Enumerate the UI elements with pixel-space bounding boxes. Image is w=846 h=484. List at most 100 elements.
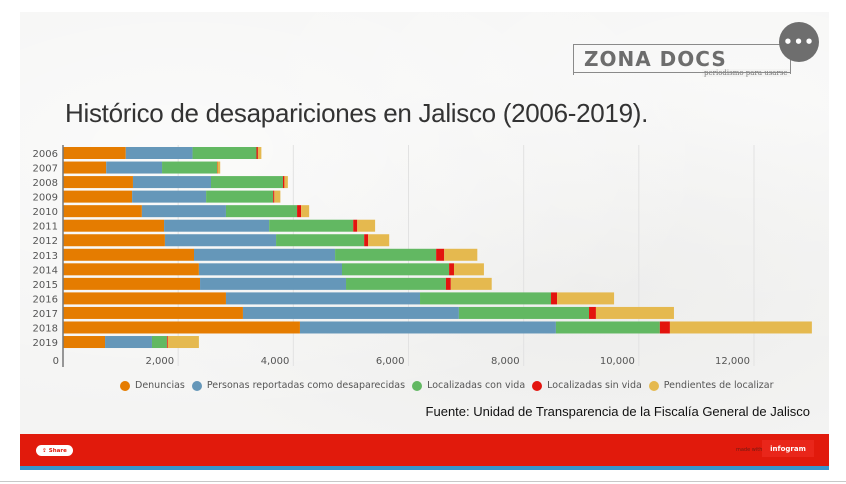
bar-segment[interactable] [63,263,199,276]
bar-segment[interactable] [63,147,126,159]
bar-segment[interactable] [63,248,195,261]
bar-segment[interactable] [353,219,358,232]
x-tick-label: 12,000 [715,356,750,367]
y-tick-label: 2010 [33,207,58,218]
bar-segment[interactable] [357,219,376,232]
bar-segment[interactable] [269,219,354,232]
bar-segment[interactable] [217,161,221,174]
bar-segment[interactable] [63,277,201,290]
bar-segment[interactable] [436,248,445,261]
bar-segment[interactable] [210,176,283,189]
bar-segment[interactable] [132,176,211,189]
bar-segment[interactable] [368,234,390,247]
bar-segment[interactable] [555,321,660,334]
legend-item[interactable]: Localizadas sin vida [532,380,642,391]
legend-label: Personas reportadas como desaparecidas [206,380,406,391]
bar-segment[interactable] [282,176,285,189]
bar-segment[interactable] [557,292,615,305]
bar-segment[interactable] [458,306,590,319]
y-tick-label: 2019 [33,338,58,349]
bar-segment[interactable] [346,277,446,290]
y-axis-labels: 2006 2007 2008 2009 2010 2011 2012 2013 2014 2015… [33,149,58,349]
bar-segment[interactable] [63,306,243,319]
bar-segment[interactable] [200,277,347,290]
bar-segment[interactable] [164,234,277,247]
infogram-link[interactable]: infogram [762,440,814,457]
y-tick-label: 2008 [33,178,58,189]
bar-segment[interactable] [284,176,288,189]
bar-segment[interactable] [63,321,300,334]
y-tick-label: 2006 [33,149,58,160]
bar-segment[interactable] [225,205,298,218]
bar-segment[interactable] [105,336,152,349]
bar-segment[interactable] [132,190,207,203]
legend-item[interactable]: Localizadas con vida [412,380,525,391]
x-axis-labels: 0 2,000 4,000 6,000 8,000 10,000 12,000 [53,356,750,367]
bar-segment[interactable] [106,161,163,174]
bar-segment[interactable] [217,161,218,174]
bar-segment[interactable] [335,248,437,261]
bar-segment[interactable] [206,190,274,203]
bar-segment[interactable] [669,321,812,334]
footer-stripe [20,466,829,470]
bar-segment[interactable] [162,161,218,174]
bar-segment[interactable] [164,219,270,232]
source-note: Fuente: Unidad de Transparencia de la Fi… [425,404,810,419]
infographic-card: ZONA DOCS periodismo para usarse ••• His… [20,12,829,470]
infogram-brand: infogram [770,444,806,453]
bar-segment[interactable] [273,190,275,203]
logo-underline [573,72,791,73]
legend-item[interactable]: Denuncias [120,380,185,391]
legend: Denuncias Personas reportadas como desapa… [120,380,774,391]
bar-segment[interactable] [444,248,478,261]
bar-segment[interactable] [276,234,365,247]
bar-segment[interactable] [445,277,451,290]
y-tick-label: 2012 [33,236,58,247]
bar-segment[interactable] [341,263,450,276]
bar-segment[interactable] [167,336,199,349]
ellipsis-icon: ••• [783,33,815,51]
bar-segment[interactable] [63,161,107,174]
bar-segment[interactable] [274,190,281,203]
bar-segment[interactable] [450,277,492,290]
legend-dot-icon [648,380,659,391]
more-options-button[interactable]: ••• [779,22,819,62]
bar-segment[interactable] [551,292,558,305]
bar-segment[interactable] [63,205,142,218]
bar-segment[interactable] [63,190,133,203]
stacked-bar-chart: 2006 2007 2008 2009 2010 2011 2012 2013 2014 2015… [33,145,812,367]
bar-segment[interactable] [225,292,421,305]
bar-segment[interactable] [364,234,369,247]
bar-segment[interactable] [151,336,167,349]
bar-segment[interactable] [420,292,552,305]
bar-segment[interactable] [659,321,670,334]
legend-item[interactable]: Pendientes de localizar [648,380,774,391]
bar-segment[interactable] [589,306,596,319]
bar-segment[interactable] [63,292,226,305]
bar-segment[interactable] [63,219,165,232]
bar-segment[interactable] [141,205,226,218]
bar-segment[interactable] [297,205,302,218]
bar-segment[interactable] [198,263,342,276]
bar-segment[interactable] [63,176,133,189]
bar-segment[interactable] [166,336,168,349]
bar-segment[interactable] [192,147,257,159]
legend-dot-icon [412,380,423,391]
legend-label: Denuncias [135,380,185,391]
bar-segment[interactable] [125,147,193,159]
bar-segment[interactable] [257,147,262,159]
share-label: Share [48,447,67,454]
share-button[interactable]: ⇪ Share [36,445,73,456]
bar-segment[interactable] [449,263,454,276]
legend-item[interactable]: Personas reportadas como desaparecidas [191,380,406,391]
bar-segment[interactable] [242,306,459,319]
bar-segment[interactable] [453,263,484,276]
bar-segment[interactable] [63,336,106,349]
bar-segment[interactable] [194,248,336,261]
bar-segment[interactable] [301,205,310,218]
x-tick-label: 4,000 [261,356,290,367]
bar-segment[interactable] [256,147,258,159]
bar-segment[interactable] [299,321,556,334]
bar-segment[interactable] [595,306,674,319]
bar-segment[interactable] [63,234,165,247]
